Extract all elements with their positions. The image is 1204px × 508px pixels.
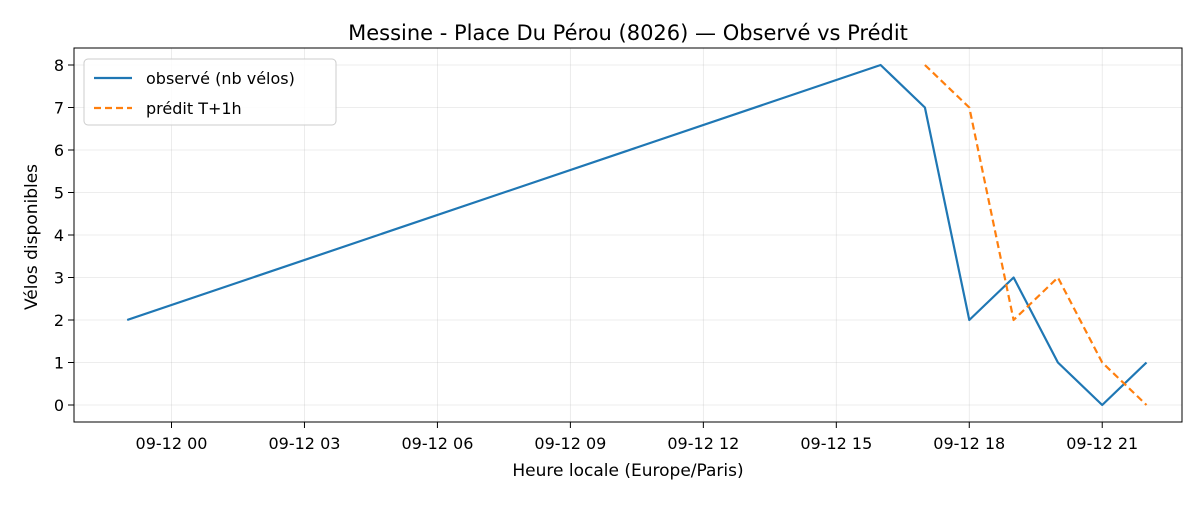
y-tick-label: 3 — [54, 269, 64, 288]
y-tick-label: 5 — [54, 184, 64, 203]
y-tick-label: 4 — [54, 226, 64, 245]
y-tick-label: 6 — [54, 141, 64, 160]
chart-title: Messine - Place Du Pérou (8026) — Observ… — [348, 21, 908, 45]
legend-box — [83, 58, 337, 126]
y-tick-label: 0 — [54, 396, 64, 415]
x-tick-label: 09-12 03 — [268, 434, 340, 453]
y-tick-label: 8 — [54, 56, 64, 75]
grid — [74, 48, 1182, 422]
series-line-observe — [126, 63, 1148, 407]
legend-label-predit: prédit T+1h — [146, 99, 242, 118]
x-tick-label: 09-12 21 — [1066, 434, 1138, 453]
series-line-predit — [924, 64, 1148, 406]
series-layer — [126, 63, 1148, 407]
x-tick-label: 09-12 00 — [136, 434, 208, 453]
y-axis-label: Vélos disponibles — [22, 164, 42, 310]
ticks: 09-12 00 09-12 03 09-12 06 09-12 09 09-12 12… — [54, 56, 1138, 453]
x-tick-label: 09-12 06 — [401, 434, 473, 453]
legend-label-observe: observé (nb vélos) — [146, 69, 295, 88]
x-tick-label: 09-12 09 — [534, 434, 606, 453]
legend: observé (nb vélos) prédit T+1h — [83, 58, 337, 126]
x-axis-label: Heure locale (Europe/Paris) — [512, 461, 743, 481]
y-tick-label: 7 — [54, 99, 64, 118]
y-tick-label: 2 — [54, 311, 64, 330]
x-tick-label: 09-12 18 — [933, 434, 1005, 453]
x-tick-label: 09-12 12 — [667, 434, 739, 453]
y-tick-label: 1 — [54, 354, 64, 373]
x-tick-label: 09-12 15 — [800, 434, 872, 453]
